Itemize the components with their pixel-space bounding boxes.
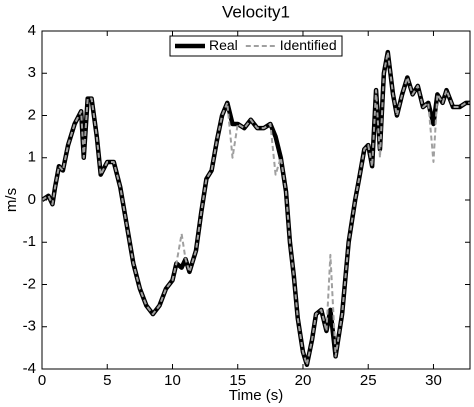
y-tick-label: -2 bbox=[23, 275, 36, 292]
x-tick-label: 0 bbox=[38, 372, 46, 389]
y-tick-label: 3 bbox=[28, 64, 36, 81]
x-tick-label: 20 bbox=[295, 372, 312, 389]
y-axis-label: m/s bbox=[3, 188, 20, 212]
x-tick-label: 5 bbox=[103, 372, 111, 389]
legend: Real Identified bbox=[169, 35, 343, 57]
x-axis-label: Time (s) bbox=[229, 387, 283, 404]
x-tick-label: 15 bbox=[229, 372, 246, 389]
series-line bbox=[42, 51, 470, 366]
plot-area bbox=[42, 31, 470, 369]
legend-label: Identified bbox=[280, 37, 337, 53]
y-tick-label: -1 bbox=[23, 233, 36, 250]
y-tick-label: 0 bbox=[28, 191, 36, 208]
y-tick-label: -4 bbox=[23, 360, 36, 377]
x-tick-label: 30 bbox=[425, 372, 442, 389]
x-tick-label: 25 bbox=[360, 372, 377, 389]
y-tick-label: -3 bbox=[23, 318, 36, 335]
y-tick-label: 4 bbox=[28, 22, 36, 39]
x-tick-label: 10 bbox=[164, 372, 181, 389]
plot-frame bbox=[41, 30, 471, 370]
y-tick-label: 2 bbox=[28, 106, 36, 123]
chart-title: Velocity1 bbox=[222, 2, 290, 21]
y-tick-label: 1 bbox=[28, 149, 36, 166]
legend-label: Real bbox=[209, 37, 238, 53]
